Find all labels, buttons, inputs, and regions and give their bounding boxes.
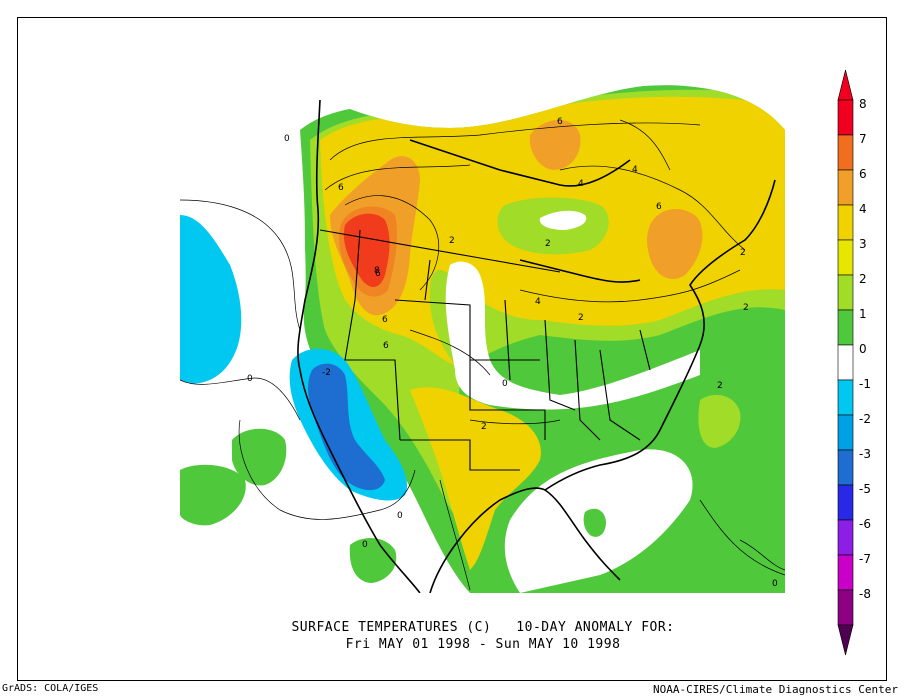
contour-label: 2 bbox=[545, 239, 551, 249]
contour-label: 0 bbox=[362, 540, 368, 550]
contour-label: 4 bbox=[578, 179, 584, 189]
anomaly-region-neg2 bbox=[308, 363, 385, 491]
colorbar-tick-label: -5 bbox=[859, 482, 871, 496]
contour-label: 2 bbox=[740, 248, 746, 258]
contour-label: 6 bbox=[656, 202, 662, 212]
contour-label: 0 bbox=[397, 511, 403, 521]
contour-label: 6 bbox=[557, 117, 563, 127]
colorbar-tick-label: 0 bbox=[859, 342, 867, 356]
contour-label: 6 bbox=[375, 269, 381, 279]
colorbar-bottom-cap bbox=[837, 624, 854, 656]
colorbar-swatch bbox=[837, 99, 854, 136]
contour-label: 4 bbox=[535, 297, 541, 307]
colorbar-top-cap bbox=[837, 69, 854, 101]
colorbar-tick-label: -2 bbox=[859, 412, 871, 426]
contour-label: 2 bbox=[743, 303, 749, 313]
contour-label: 6 bbox=[338, 183, 344, 193]
contour-label: 8 bbox=[374, 266, 380, 276]
contour-label: 0 bbox=[284, 134, 290, 144]
colorbar-tick-label: 3 bbox=[859, 237, 867, 251]
contour-label-layer: 0 0 0 0 0 0 6 6 6 4 6 6 2 2 2 2 4 8 6 4 … bbox=[247, 117, 778, 589]
contour-label: 4 bbox=[632, 165, 638, 175]
colorbar-tick-label: -6 bbox=[859, 517, 871, 531]
colorbar-swatch bbox=[837, 169, 854, 206]
colorbar-swatch bbox=[837, 344, 854, 381]
colorbar-swatch bbox=[837, 414, 854, 451]
colorbar-swatch bbox=[837, 204, 854, 241]
colorbar-tick-label: 7 bbox=[859, 132, 867, 146]
contour-label: -2 bbox=[322, 368, 331, 378]
contour-label: 2 bbox=[578, 313, 584, 323]
colorbar-tick-label: -1 bbox=[859, 377, 871, 391]
colorbar-swatch bbox=[837, 309, 854, 346]
footer-credit-noaa: NOAA-CIRES/Climate Diagnostics Center bbox=[652, 683, 898, 696]
colorbar-swatch bbox=[837, 589, 854, 626]
map-fill-layer bbox=[180, 85, 785, 593]
colorbar-tick-label: -8 bbox=[859, 587, 871, 601]
map-title: SURFACE TEMPERATURES (C) 10-DAY ANOMALY … bbox=[291, 620, 675, 635]
contour-label: 0 bbox=[247, 374, 253, 384]
colorbar-swatch bbox=[837, 449, 854, 486]
contour-label: 6 bbox=[383, 341, 389, 351]
colorbar-swatch bbox=[837, 239, 854, 276]
contour-label: 2 bbox=[449, 236, 455, 246]
contour-lines bbox=[180, 103, 785, 591]
state-borders bbox=[319, 229, 651, 471]
colorbar-tick-label: 2 bbox=[859, 272, 867, 286]
colorbar-swatch bbox=[837, 379, 854, 416]
contour-label: 2 bbox=[717, 381, 723, 391]
colorbar-swatch bbox=[837, 519, 854, 556]
colorbar-tick-label: -3 bbox=[859, 447, 871, 461]
contour-label: 2 bbox=[481, 422, 487, 432]
colorbar-swatch bbox=[837, 274, 854, 311]
coastline-outlines bbox=[297, 99, 776, 593]
colorbar-tick-label: 4 bbox=[859, 202, 867, 216]
contour-label: 0 bbox=[772, 579, 778, 589]
colorbar-tick-label: 1 bbox=[859, 307, 867, 321]
anomaly-region-neg1 bbox=[180, 215, 242, 384]
contour-label: 0 bbox=[502, 379, 508, 389]
colorbar-swatch bbox=[837, 134, 854, 171]
map-date-range: Fri MAY 01 1998 - Sun MAY 10 1998 bbox=[345, 637, 621, 652]
colorbar-swatch bbox=[837, 484, 854, 521]
colorbar-tick-label: 6 bbox=[859, 167, 867, 181]
colorbar-tick-label: -7 bbox=[859, 552, 871, 566]
colorbar-swatch bbox=[837, 554, 854, 591]
colorbar-legend: 8 7 6 4 3 2 1 0 -1 -2 -3 -5 -6 -7 -8 bbox=[837, 69, 871, 656]
colorbar-tick-label: 8 bbox=[859, 97, 867, 111]
contour-label: 6 bbox=[382, 315, 388, 325]
footer-credit-grads: GrADS: COLA/IGES bbox=[2, 683, 99, 694]
plot-frame bbox=[17, 17, 887, 681]
